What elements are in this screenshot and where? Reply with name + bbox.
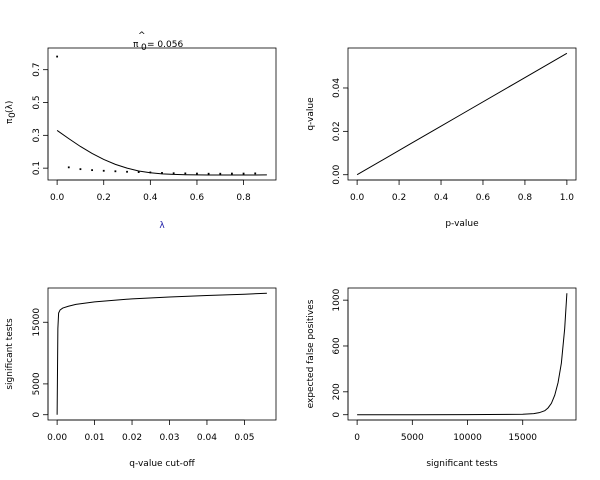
panel-significant-x-ticks: 0.00 0.01 0.02 0.03 0.04 0.05 — [47, 419, 254, 443]
x-tick-label: 0.8 — [518, 193, 533, 203]
panel-false-positives-x-ticks: 0 5000 10000 15000 — [354, 419, 537, 443]
x-tick-label: 0.8 — [236, 193, 251, 203]
data-point — [67, 166, 70, 169]
panel-false-positives-y-ticks: 0 200 600 1000 — [332, 288, 349, 418]
x-tick-label: 10000 — [453, 433, 482, 443]
x-tick-label: 0.6 — [476, 193, 491, 203]
data-point — [102, 169, 105, 172]
data-point — [219, 172, 222, 175]
x-tick-label: 0.02 — [122, 433, 142, 443]
panel-pi0-smoother-line — [56, 130, 267, 176]
panel-significant-y-ticks: 0 5000 15000 — [32, 308, 49, 418]
panel-qvalue-line — [356, 52, 568, 176]
panel-significant-frame — [47, 287, 277, 421]
panel-false-positives-x-label: significant tests — [426, 459, 498, 469]
panel-pi0-y-ticks: 0.1 0.3 0.5 0.7 — [32, 63, 49, 175]
y-tick-label: 0.5 — [32, 95, 42, 109]
y-tick-label: 0.3 — [32, 128, 42, 142]
data-point — [137, 171, 140, 173]
data-point — [172, 172, 175, 175]
panel-qvalue-x-ticks: 0.0 0.2 0.4 0.6 0.8 1.0 — [350, 179, 575, 203]
y-tick-label: 0 — [32, 412, 42, 418]
panel-pi0: 0.0 0.2 0.4 0.6 0.8 0.1 0.3 0.5 0.7 ^ π 0 = 0.0… — [5, 31, 277, 231]
x-tick-label: 0.01 — [85, 433, 105, 443]
title-hat: ^ — [138, 31, 146, 41]
x-tick-label: 0.4 — [434, 193, 449, 203]
data-point — [207, 172, 210, 175]
x-tick-label: 1.0 — [560, 193, 575, 203]
x-tick-label: 0.05 — [234, 433, 254, 443]
data-point — [126, 170, 128, 173]
panel-qvalue-x-label: p-value — [445, 219, 479, 229]
panel-false-positives-line — [357, 293, 568, 416]
data-point — [184, 172, 187, 175]
title-pi: π — [133, 40, 139, 50]
panel-significant-y-label: significant tests — [5, 318, 15, 390]
panel-false-positives-frame — [347, 287, 577, 421]
y-tick-label: 1000 — [332, 288, 342, 311]
data-point — [79, 168, 82, 171]
panel-false-positives: 0 5000 10000 15000 0 200 600 1000 significant … — [306, 287, 577, 469]
x-tick-label: 0.2 — [392, 193, 406, 203]
panel-pi0-points — [56, 55, 257, 175]
panel-pi0-title: ^ π 0 = 0.056 — [133, 31, 183, 53]
y-tick-label: 200 — [332, 383, 342, 400]
y-tick-label: 15000 — [32, 308, 42, 337]
data-point — [161, 172, 163, 174]
panel-significant-x-label: q-value cut-off — [129, 459, 195, 469]
panel-qvalue-y-ticks: 0.00 0.02 0.04 — [332, 78, 349, 185]
x-tick-label: 0.0 — [50, 193, 65, 203]
title-value: = 0.056 — [147, 40, 183, 50]
y-tick-label: 0.7 — [32, 63, 42, 77]
x-tick-label: 0.04 — [197, 433, 217, 443]
panel-false-positives-y-label: expected false positives — [306, 299, 316, 408]
x-tick-label: 0.4 — [143, 193, 158, 203]
panel-pi0-y-label: π 0 (λ) — [5, 101, 18, 124]
y-tick-label: 600 — [332, 337, 342, 354]
panel-pi0-x-label: λ — [159, 221, 165, 231]
x-tick-label: 0.00 — [47, 433, 67, 443]
panel-pi0-x-ticks: 0.0 0.2 0.4 0.6 0.8 — [50, 179, 251, 203]
ylabel-rest: (λ) — [5, 101, 15, 113]
x-tick-label: 0.6 — [190, 193, 205, 203]
y-tick-label: 5000 — [32, 372, 42, 395]
x-tick-label: 0.03 — [159, 433, 179, 443]
y-tick-label: 0.1 — [32, 161, 42, 175]
title-sub: 0 — [141, 43, 147, 53]
panel-significant-line — [56, 292, 267, 415]
y-tick-label: 0 — [332, 412, 342, 418]
data-point — [91, 169, 93, 172]
x-tick-label: 5000 — [401, 433, 424, 443]
y-tick-label: 0.02 — [332, 121, 342, 141]
panel-significant: 0.00 0.01 0.02 0.03 0.04 0.05 0 5000 15000 q-va… — [5, 287, 277, 469]
x-tick-label: 0.0 — [350, 193, 365, 203]
data-point — [254, 172, 257, 175]
ylabel-sub: 0 — [8, 112, 18, 118]
y-tick-label: 0.04 — [332, 78, 342, 98]
y-tick-label: 0.00 — [332, 164, 342, 184]
data-point — [196, 172, 198, 175]
data-point — [114, 170, 117, 173]
ylabel-pi: π — [5, 118, 15, 124]
panel-pi0-frame — [47, 47, 277, 181]
data-point — [242, 172, 245, 175]
x-tick-label: 0 — [354, 433, 360, 443]
x-tick-label: 15000 — [508, 433, 537, 443]
data-point — [56, 55, 59, 58]
x-tick-label: 0.2 — [97, 193, 111, 203]
data-point — [231, 172, 233, 175]
panel-qvalue-y-label: q-value — [306, 97, 316, 131]
panel-qvalue: 0.0 0.2 0.4 0.6 0.8 1.0 0.000.020.04 p-value … — [306, 47, 577, 229]
